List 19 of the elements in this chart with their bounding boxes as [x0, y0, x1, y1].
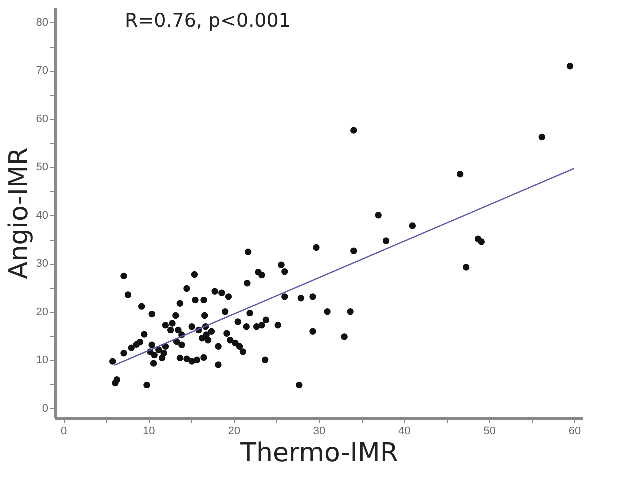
- x-tick-label: 60: [568, 426, 582, 438]
- x-tick-label: 20: [228, 426, 240, 438]
- y-tick-label: 20: [36, 306, 48, 318]
- x-tick-label: 10: [143, 426, 156, 438]
- y-tick-label: 30: [36, 258, 48, 270]
- x-tick-label: 50: [484, 426, 496, 438]
- annotation: R=0.76, p<0.001: [125, 10, 291, 32]
- x-tick-label: 40: [398, 426, 411, 438]
- y-tick-label: 10: [36, 354, 48, 367]
- y-tick-label: 80: [36, 16, 48, 29]
- y-tick-label: 70: [36, 65, 48, 78]
- y-tick-label: 40: [36, 210, 48, 222]
- x-tick-label: 30: [313, 426, 326, 438]
- x-axis-title: Thermo-IMR: [240, 438, 398, 468]
- x-tick-label: 0: [60, 426, 68, 438]
- y-tick-label: 60: [36, 113, 48, 126]
- y-axis-title: Angio-IMR: [4, 148, 34, 280]
- y-tick-label: 50: [36, 162, 48, 174]
- y-tick-label: 0: [42, 402, 48, 415]
